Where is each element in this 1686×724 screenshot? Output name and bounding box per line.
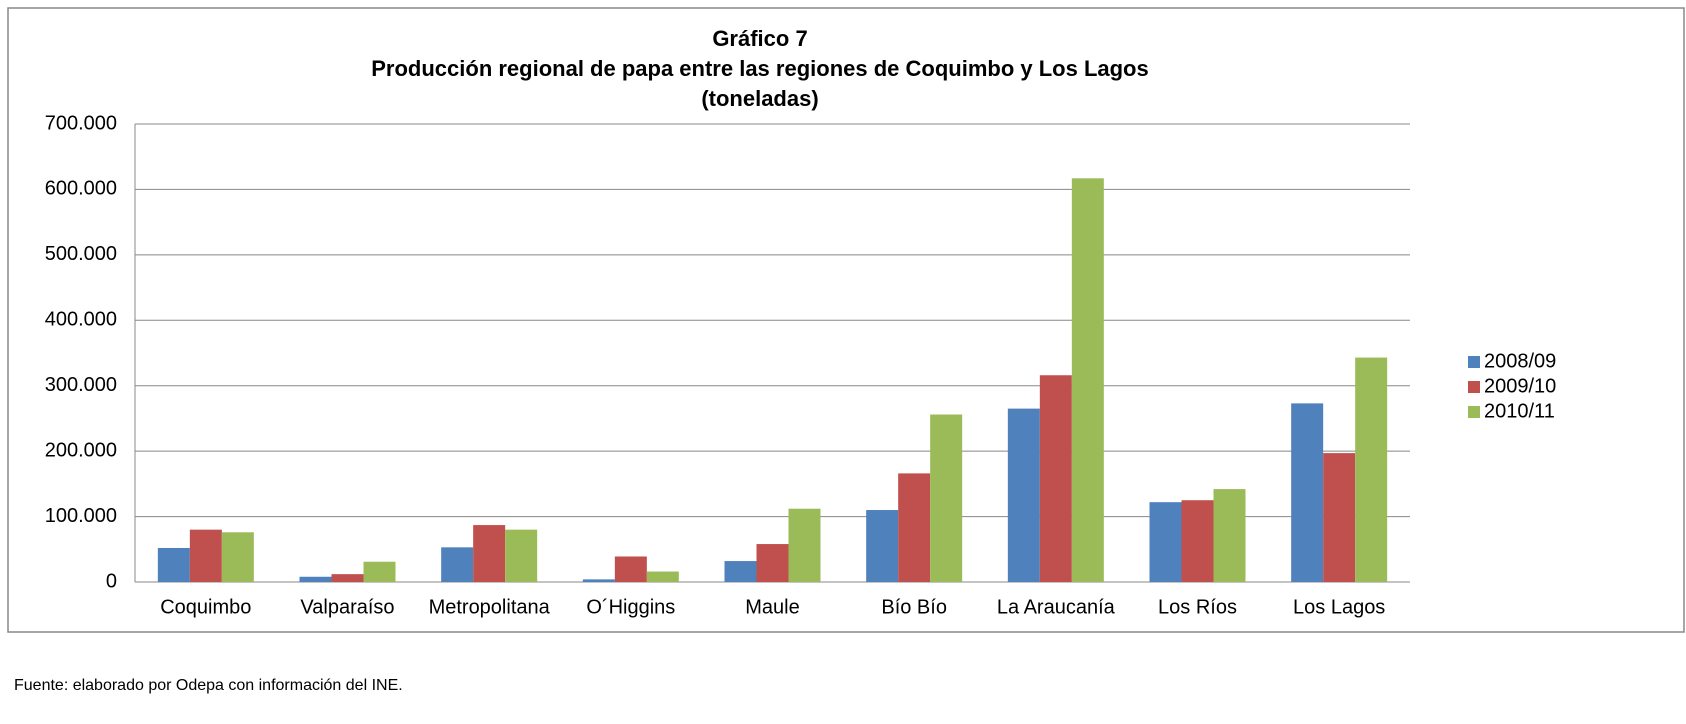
y-tick-label: 600.000 xyxy=(45,178,117,200)
x-tick-label: Bío Bío xyxy=(881,596,947,618)
bar xyxy=(756,544,789,582)
bar xyxy=(189,529,222,582)
legend-swatch xyxy=(1468,381,1480,393)
bar xyxy=(1181,500,1214,582)
x-tick-label: Los Lagos xyxy=(1293,596,1385,618)
source-note: Fuente: elaborado por Odepa con informac… xyxy=(14,677,403,694)
bar xyxy=(614,556,647,582)
bar xyxy=(788,508,821,582)
bar xyxy=(1007,408,1040,582)
y-tick-label: 700.000 xyxy=(45,112,117,134)
y-tick-label: 100.000 xyxy=(45,505,117,527)
x-tick-label: Coquimbo xyxy=(160,596,251,618)
bar xyxy=(331,574,364,582)
bar xyxy=(505,529,538,582)
bar xyxy=(724,561,757,582)
legend-swatch xyxy=(1468,356,1480,368)
bar xyxy=(363,561,396,582)
bar xyxy=(473,525,506,582)
bar xyxy=(1071,178,1104,582)
x-tick-label: Valparaíso xyxy=(300,596,394,618)
legend-label: 2008/09 xyxy=(1484,350,1556,372)
x-tick-label: Los Ríos xyxy=(1158,596,1237,618)
bar xyxy=(441,547,474,582)
bar xyxy=(157,547,190,582)
bar xyxy=(1323,453,1356,582)
bar xyxy=(898,473,931,582)
legend-label: 2009/10 xyxy=(1484,375,1556,397)
bar xyxy=(866,510,899,582)
bar xyxy=(299,576,332,582)
bar xyxy=(221,532,254,582)
chart-title: Producción regional de papa entre las re… xyxy=(371,56,1148,81)
chart-title: (toneladas) xyxy=(701,86,818,111)
legend-label: 2010/11 xyxy=(1484,400,1555,422)
x-tick-label: O´Higgins xyxy=(586,596,675,618)
bar xyxy=(1291,403,1324,582)
y-tick-label: 0 xyxy=(106,570,117,592)
y-tick-label: 300.000 xyxy=(45,374,117,396)
bar xyxy=(646,571,679,582)
x-tick-label: Metropolitana xyxy=(429,596,551,618)
y-tick-label: 500.000 xyxy=(45,243,117,265)
legend-swatch xyxy=(1468,406,1480,418)
bar xyxy=(930,414,963,582)
bar xyxy=(1213,489,1246,582)
x-tick-label: Maule xyxy=(745,596,799,618)
bar xyxy=(1149,502,1182,582)
chart-title: Gráfico 7 xyxy=(712,26,807,51)
bar xyxy=(582,579,615,582)
y-tick-label: 200.000 xyxy=(45,439,117,461)
bar xyxy=(1039,375,1072,582)
y-tick-label: 400.000 xyxy=(45,309,117,331)
bar xyxy=(1355,357,1388,582)
x-tick-label: La Araucanía xyxy=(997,596,1116,618)
